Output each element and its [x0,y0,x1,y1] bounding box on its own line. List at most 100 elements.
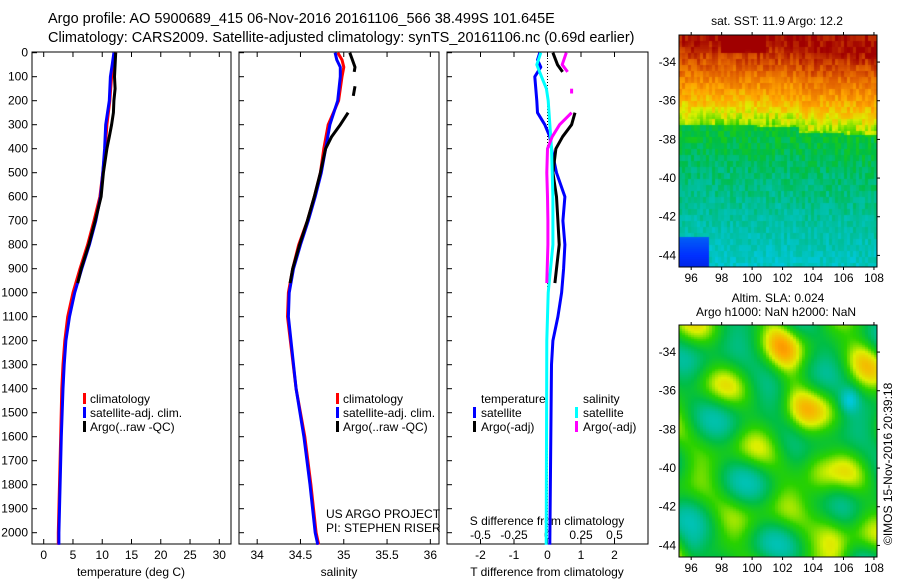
x-tick-label: 10 [96,548,110,562]
series-s-satellite [535,52,555,545]
lon-tick-label: 96 [685,271,699,285]
lat-tick-label: -44 [659,538,677,552]
lat-tick-label: -38 [659,422,677,436]
series-argo-raw-qc- [288,111,350,284]
legend-swatch-t-argo [473,421,476,432]
lon-tick-label: 106 [833,561,853,575]
depth-tick-label: 700 [8,214,28,228]
sla-map-title: Altim. SLA: 0.024 [732,291,825,305]
x-tick-label: 35.5 [375,548,399,562]
imos-credit: ©IMOS 15-Nov-2016 20:39:18 [881,382,895,545]
series-t-argo-adj- [551,112,577,284]
legend-swatch-s-argo [575,421,578,432]
x-tick-label: 34 [251,548,265,562]
series-s-argo-adj- [545,111,573,284]
depth-tick-label: 1900 [1,502,28,516]
depth-tick-label: 1100 [2,310,28,324]
legend-t-argo: Argo(-adj) [481,420,534,434]
legend-swatch-satellite [83,407,86,418]
legend-swatch-climatology [336,393,339,404]
lon-tick-label: 100 [742,561,762,575]
depth-tick-label: 1400 [1,382,28,396]
depth-tick-label: 500 [8,166,28,180]
temperature-legend: climatology satellite-adj. clim. Argo(..… [83,392,182,434]
depth-tick-label: 1200 [1,334,28,348]
x-tick-label: 34.5 [289,548,313,562]
series-argo-raw-qc- [348,52,357,73]
depth-tick-label: 800 [8,238,28,252]
lat-tick-label: -34 [659,55,677,69]
depth-tick-label: 600 [8,190,28,204]
sst-map-axes-box [678,34,878,268]
depth-tick-label: 0 [21,46,28,60]
lat-tick-label: -42 [659,500,677,514]
lon-tick-label: 106 [833,271,853,285]
depth-tick-label: 200 [8,94,28,108]
lon-tick-label: 104 [803,561,823,575]
pi-annotation: PI: STEPHEN RISER [326,521,441,535]
sla-map-image [679,325,877,557]
legend-satellite: satellite-adj. clim. [90,406,182,420]
lon-tick-label: 100 [742,271,762,285]
title-line-1: Argo profile: AO 5900689_415 06-Nov-2016… [48,11,555,27]
x-tick-label: 20 [154,548,168,562]
plot-layer: 0 5 10 15 20 25 300100200300400500600700800900… [1,46,649,562]
legend-satellite: satellite-adj. clim. [343,406,435,420]
x-tick-label: 0 [544,548,551,562]
legend-t-satellite: satellite [481,406,522,420]
legend-swatch-s-satellite [575,407,578,418]
depth-tick-label: 1300 [1,358,28,372]
x-tick-label: 5 [70,548,77,562]
temperature-xlabel: temperature (deg C) [77,565,185,579]
legend-title-salinity: salinity [583,392,620,406]
s-tick-label: -0.25 [500,528,528,542]
project-annotation: US ARGO PROJECT [326,507,441,521]
s-tick-label: -0.5 [470,528,491,542]
x-tick-label: 1 [578,548,585,562]
series-t-argo-adj- [551,52,564,73]
lat-tick-label: -34 [659,345,677,359]
lat-tick-label: -36 [659,384,677,398]
lon-tick-label: 102 [773,561,793,575]
legend-swatch-satellite [336,407,339,418]
lat-tick-label: -40 [659,171,677,185]
x-tick-label: 35 [337,548,351,562]
legend-climatology: climatology [343,392,403,406]
legend-swatch-argo [83,421,86,432]
s-tick-label: 0.5 [606,528,623,542]
x-tick-label: 36 [424,548,438,562]
sst-map-image [679,35,877,267]
lon-tick-label: 98 [715,271,729,285]
legend-s-satellite: satellite [583,406,624,420]
x-tick-label: -1 [509,548,520,562]
x-tick-label: 0 [40,548,47,562]
lat-tick-label: -44 [659,248,677,262]
depth-tick-label: 2000 [1,526,28,540]
legend-s-argo: Argo(-adj) [583,420,636,434]
lon-tick-label: 104 [803,271,823,285]
legend-title-temperature: temperature [481,392,546,406]
salinity-legend: climatology satellite-adj. clim. Argo(..… [336,392,435,434]
legend-argo: Argo(..raw -QC) [90,420,175,434]
lat-tick-label: -42 [659,210,677,224]
lon-tick-label: 108 [864,271,884,285]
lon-tick-label: 96 [685,561,699,575]
depth-tick-label: 1700 [1,454,28,468]
lat-tick-label: -36 [659,94,677,108]
lon-tick-label: 108 [864,561,884,575]
lat-tick-label: -38 [659,132,677,146]
depth-tick-label: 900 [8,262,28,276]
depth-tick-label: 1500 [1,406,28,420]
legend-swatch-argo [336,421,339,432]
depth-tick-label: 1600 [1,430,28,444]
x-tick-label: 2 [611,548,618,562]
title-line-2: Climatology: CARS2009. Satellite-adjuste… [48,30,635,46]
sla-map-subtitle: Argo h1000: NaN h2000: NaN [696,305,856,319]
t-difference-xlabel: T difference from climatology [470,565,624,579]
lon-tick-label: 102 [773,271,793,285]
legend-argo: Argo(..raw -QC) [343,420,428,434]
depth-tick-label: 100 [8,70,28,84]
x-tick-label: -2 [475,548,486,562]
